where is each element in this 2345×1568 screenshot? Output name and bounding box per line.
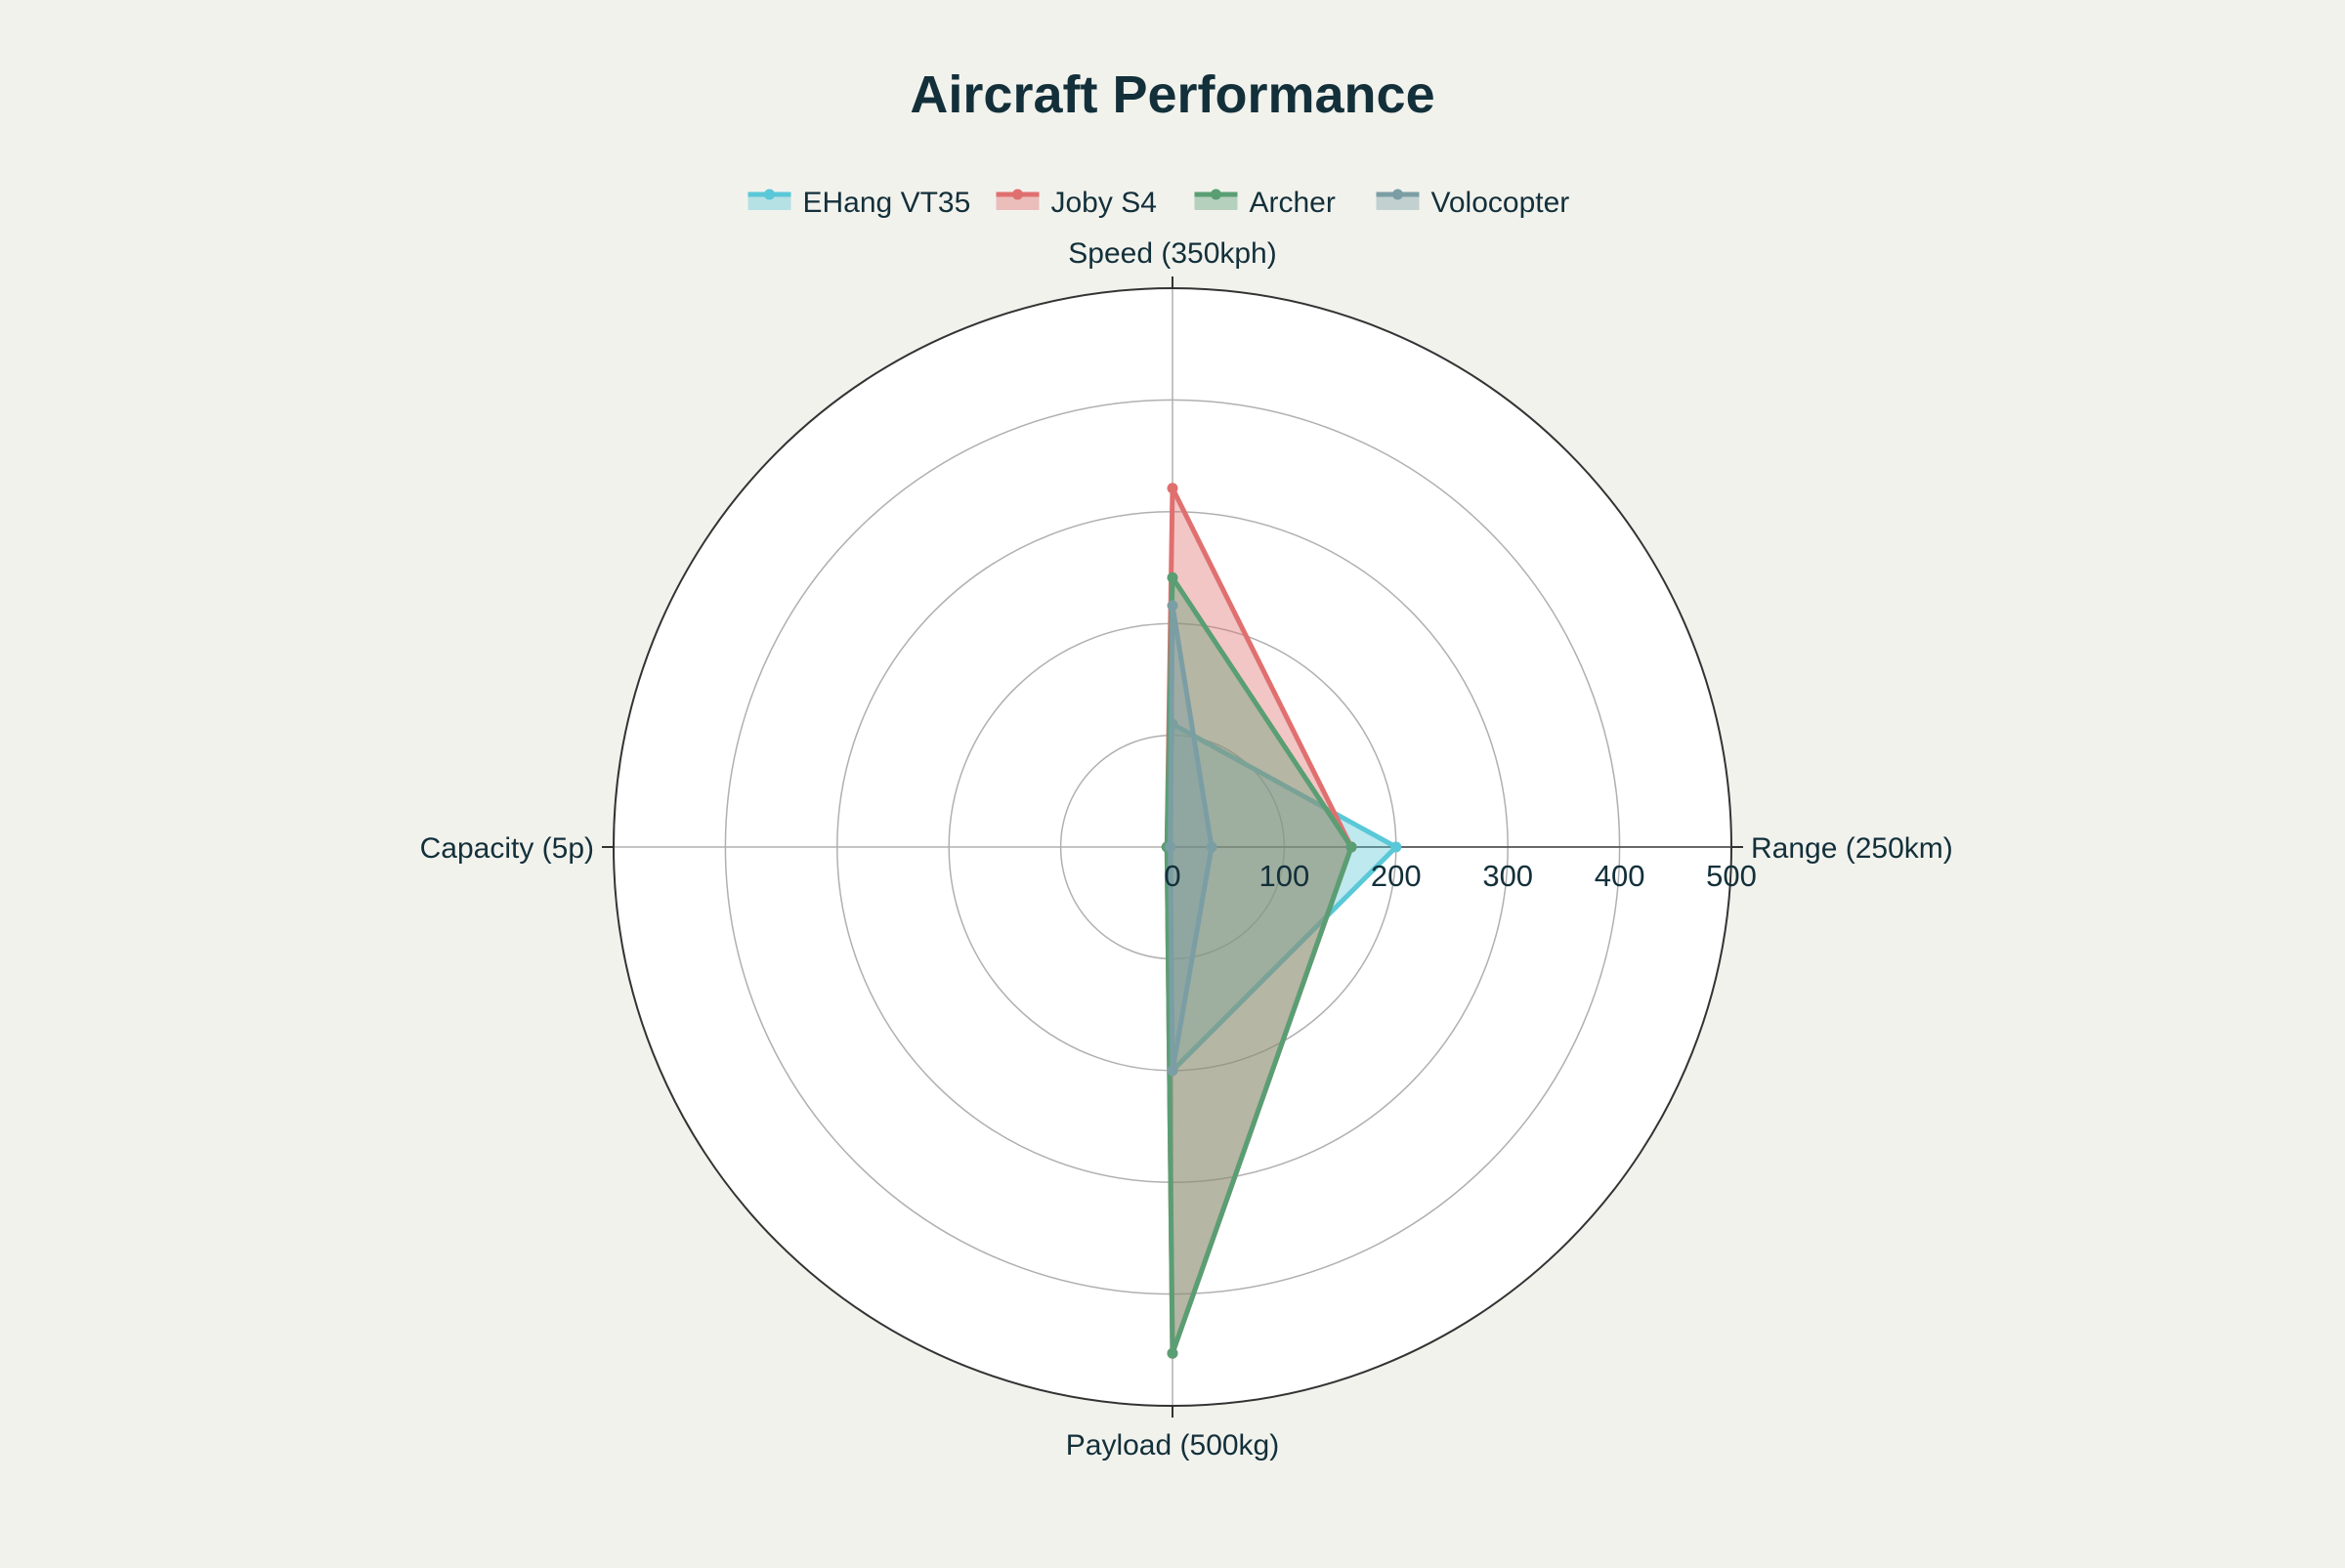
legend-marker bbox=[1392, 189, 1403, 200]
data-point bbox=[1167, 600, 1178, 612]
legend-label: Volocopter bbox=[1431, 187, 1570, 219]
legend-item-volocopter: Volocopter bbox=[1376, 187, 1570, 219]
axis-label: Range (250km) bbox=[1751, 832, 1953, 865]
plot-area: 0 100 200 300 400 500 Speed (350kph) Range (250… bbox=[420, 237, 1953, 1462]
legend-item-ehang-vt35: EHang VT35 bbox=[747, 187, 971, 219]
legend-item-archer: Archer bbox=[1194, 187, 1336, 219]
legend-label: Joby S4 bbox=[1051, 187, 1157, 219]
axis-label: Capacity (5p) bbox=[420, 832, 594, 865]
legend: EHang VT35 Joby S4 Archer Volocopter bbox=[747, 187, 1570, 219]
radial-tick-label: 100 bbox=[1259, 859, 1310, 893]
legend-marker bbox=[764, 189, 775, 200]
data-point bbox=[1167, 1065, 1178, 1077]
radial-tick-label: 400 bbox=[1595, 859, 1645, 893]
legend-item-joby-s4: Joby S4 bbox=[996, 187, 1157, 219]
radial-tick-label: 200 bbox=[1371, 859, 1422, 893]
legend-label: EHang VT35 bbox=[803, 187, 971, 219]
radial-tick-label: 0 bbox=[1164, 859, 1180, 893]
data-point bbox=[1390, 841, 1402, 853]
legend-marker bbox=[1211, 189, 1221, 200]
axis-label: Payload (500kg) bbox=[1066, 1429, 1279, 1462]
legend-marker bbox=[1012, 189, 1023, 200]
radial-tick-label: 500 bbox=[1706, 859, 1757, 893]
legend-label: Archer bbox=[1250, 187, 1336, 219]
data-point bbox=[1167, 483, 1178, 494]
chart-title: Aircraft Performance bbox=[910, 65, 1434, 124]
radial-tick-label: 300 bbox=[1482, 859, 1533, 893]
data-point bbox=[1167, 572, 1178, 583]
data-point bbox=[1345, 841, 1357, 853]
data-point bbox=[1206, 841, 1217, 853]
data-point bbox=[1165, 841, 1176, 853]
data-point bbox=[1167, 1347, 1178, 1359]
axis-label: Speed (350kph) bbox=[1068, 237, 1277, 270]
